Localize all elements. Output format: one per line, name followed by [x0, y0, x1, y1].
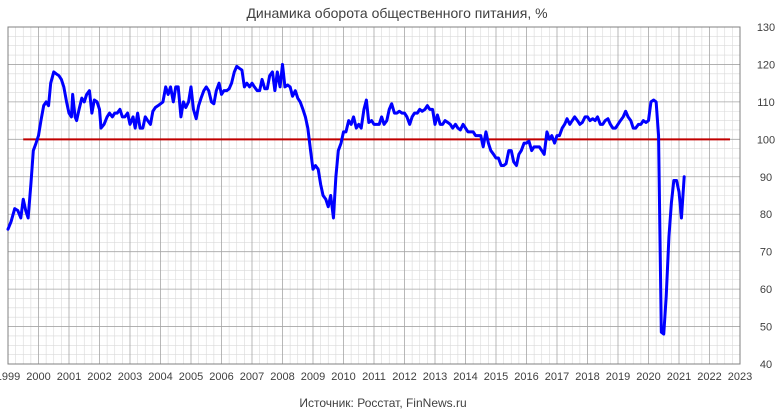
x-tick-label: 2007: [240, 371, 264, 383]
x-axis-tick-labels: 1999 2000 2001 2002 2003 2004 2005 2006 2007 2008…: [0, 371, 752, 383]
x-tick-label: 2006: [209, 371, 233, 383]
series-line: [6, 62, 686, 336]
x-tick-label: 2019: [606, 371, 630, 383]
x-tick-label: 2000: [26, 371, 50, 383]
x-tick-label: 2011: [362, 371, 386, 383]
x-tick-label: 2020: [636, 371, 660, 383]
y-tick-label: 80: [760, 209, 772, 221]
x-tick-label: 2021: [667, 371, 691, 383]
chart-title: Динамика оборота общественного питания, …: [246, 5, 547, 21]
x-tick-label: 2009: [301, 371, 325, 383]
x-tick-label: 2022: [697, 371, 721, 383]
x-tick-label: 2008: [270, 371, 294, 383]
plot-area-border: [7, 26, 741, 365]
y-tick-label: 60: [760, 284, 772, 296]
x-tick-label: 2004: [148, 371, 172, 383]
series-layer: [6, 62, 686, 336]
y-tick-label: 110: [757, 97, 775, 109]
x-tick-label: 2010: [331, 371, 355, 383]
y-axis-tick-labels: 40 50 60 70 80 90 100 110 120 130: [757, 22, 775, 371]
y-tick-label: 50: [760, 322, 772, 334]
x-tick-label: 2014: [453, 371, 477, 383]
x-tick-label: 2015: [484, 371, 508, 383]
y-tick-label: 40: [760, 359, 772, 371]
chart-source: Источник: Росстат, FinNews.ru: [299, 396, 466, 410]
x-tick-label: 2003: [118, 371, 142, 383]
y-tick-label: 90: [760, 172, 772, 184]
x-tick-label: 2023: [728, 371, 752, 383]
x-tick-label: 2013: [423, 371, 447, 383]
x-tick-label: 1999: [0, 371, 20, 383]
y-tick-label: 120: [757, 59, 775, 71]
x-tick-label: 2001: [57, 371, 81, 383]
x-tick-label: 2018: [575, 371, 599, 383]
x-tick-label: 2016: [514, 371, 538, 383]
y-tick-label: 100: [757, 134, 775, 146]
x-tick-label: 2017: [545, 371, 569, 383]
y-tick-label: 130: [757, 22, 775, 34]
y-tick-label: 70: [760, 247, 772, 259]
x-tick-label: 2005: [179, 371, 203, 383]
x-tick-label: 2002: [87, 371, 111, 383]
x-tick-label: 2012: [392, 371, 416, 383]
